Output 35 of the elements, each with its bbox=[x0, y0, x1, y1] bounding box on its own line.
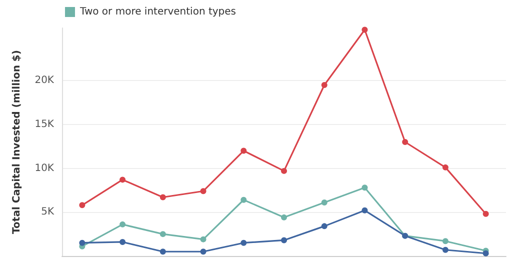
y-tick-label: 15K bbox=[34, 118, 54, 130]
y-tick-label: 5K bbox=[41, 206, 54, 218]
point bbox=[160, 248, 166, 255]
legend-label: Two or more intervention types bbox=[79, 6, 236, 18]
point bbox=[482, 250, 489, 256]
point bbox=[120, 238, 126, 245]
point bbox=[281, 214, 287, 220]
point bbox=[160, 231, 166, 238]
point bbox=[79, 202, 86, 208]
point bbox=[79, 240, 86, 246]
point bbox=[321, 82, 328, 88]
point bbox=[200, 248, 206, 255]
y-tick-label: 10K bbox=[34, 162, 54, 174]
y-axis-title: Total Capital Invested (million $) bbox=[12, 50, 22, 234]
point bbox=[442, 238, 448, 244]
point bbox=[362, 184, 368, 191]
point bbox=[402, 139, 408, 145]
point bbox=[442, 246, 448, 253]
point bbox=[362, 26, 368, 33]
point bbox=[200, 188, 206, 194]
point bbox=[281, 168, 287, 174]
point bbox=[281, 237, 287, 244]
point bbox=[482, 210, 489, 217]
point bbox=[200, 236, 206, 242]
point bbox=[160, 194, 166, 200]
point bbox=[442, 164, 448, 170]
point bbox=[240, 196, 247, 203]
point bbox=[321, 223, 328, 230]
point bbox=[321, 200, 328, 206]
point bbox=[120, 176, 126, 183]
y-tick-label: 20K bbox=[34, 75, 54, 86]
point bbox=[240, 148, 247, 154]
point bbox=[240, 240, 247, 246]
point bbox=[362, 207, 368, 214]
point bbox=[120, 221, 126, 228]
